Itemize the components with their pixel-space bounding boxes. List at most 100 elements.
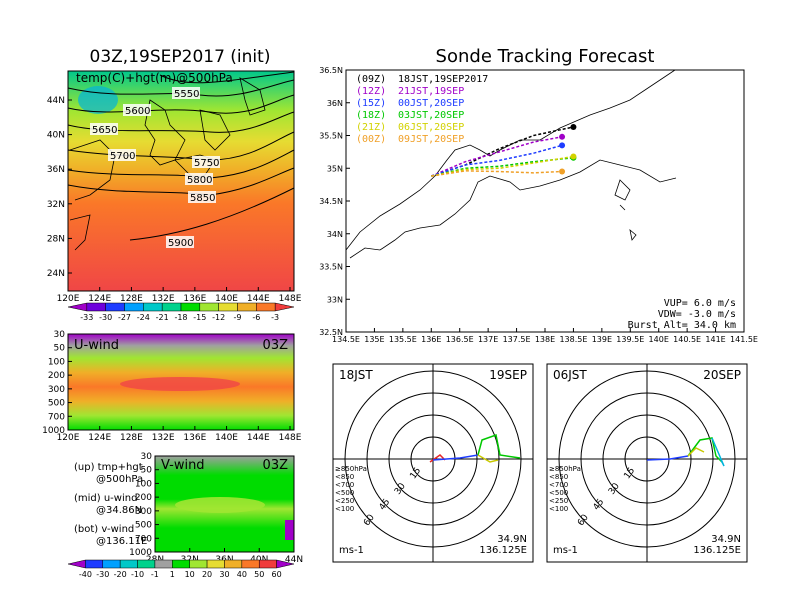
uwind-xlabel-124e: 124E: [88, 433, 111, 443]
uwind-xlabel-120e: 120E: [57, 433, 80, 443]
hodo-level-700: <700: [549, 481, 568, 489]
map500-xlabel-148e: 148E: [279, 294, 302, 304]
track-end-12z-21jst-19sep: [559, 133, 566, 140]
vwind-ylabel-50: 50: [141, 466, 153, 476]
right-title: Sonde Tracking Forecast: [436, 46, 655, 67]
vwind-label: V-wind: [161, 458, 205, 473]
track-ylabel-36n: 36N: [327, 99, 343, 108]
hodo-level-250: <250: [549, 497, 568, 505]
map500-ylabel-32n: 32N: [47, 200, 65, 210]
tempbar-label-12: -12: [212, 313, 225, 322]
track-line-15z-00jst-20sep: [431, 144, 563, 177]
contour-5750: 5750: [194, 158, 219, 169]
hodo-trace-250: [711, 437, 725, 467]
tempbar-label-30: -30: [99, 313, 112, 322]
wind-colorbar: -40 -30 -20 -10 -1 1 10 20 30 40 50 60: [67, 559, 295, 579]
windbar-swatch: [154, 559, 173, 569]
tempbar-label-3: -3: [271, 313, 279, 322]
vwind-y-axis: 30 50 100 200 300 500 700 1000: [129, 452, 159, 558]
note-up-1: (up) tmp+hgt: [74, 462, 143, 473]
uwind-ylabel-700: 700: [48, 412, 65, 422]
tempbar-swatch: [105, 302, 125, 312]
map500-ylabel-28n: 28N: [47, 234, 65, 244]
vwind-ylabel-100: 100: [135, 479, 152, 489]
track-end-09z-18jst-19sep2017: [570, 123, 577, 130]
left-title: 03Z,19SEP2017 (init): [90, 47, 271, 67]
track-xlabel-139-5e: 139.5E: [616, 335, 644, 344]
windbar-swatch: [276, 559, 295, 569]
tempbar-swatch: [274, 302, 295, 312]
vwind-ylabel-200: 200: [135, 493, 152, 503]
hodo-unit: ms-1: [553, 545, 578, 556]
track-xlabel-137-5e: 137.5E: [503, 335, 531, 344]
tempbar-swatch: [218, 302, 238, 312]
note-bot-2: @136.11E: [96, 536, 147, 547]
vwind-time: 03Z: [263, 458, 289, 473]
windbar-swatch: [224, 559, 243, 569]
track-line-21z-06jst-20sep: [431, 155, 574, 177]
track-ylabel-33-5n: 33.5N: [319, 263, 343, 272]
windbar-label-30: 30: [219, 570, 229, 579]
windbar-swatch: [119, 559, 138, 569]
legend-label-09jst-20sep: 09JST,20SEP: [398, 134, 464, 145]
vwind-ylabel-500: 500: [135, 521, 152, 531]
track-y-axis: 36.5N 36N 35.5N 35N 34.5N 34N 33.5N 33N 32.5N: [319, 66, 350, 337]
tempbar-label-18: -18: [174, 313, 187, 322]
uwind-ylabel-30: 30: [54, 330, 66, 340]
map500-xlabel-140e: 140E: [215, 294, 238, 304]
windbar-label-50: 50: [254, 570, 264, 579]
uwind-xlabel-136e: 136E: [183, 433, 206, 443]
track-xlabel-135-5e: 135.5E: [389, 335, 417, 344]
track-xlabel-141-5e: 141.5E: [730, 335, 758, 344]
tempbar-swatch: [237, 302, 257, 312]
windbar-label-10: -10: [131, 570, 144, 579]
windbar-label-60: 60: [272, 570, 282, 579]
track-end-15z-00jst-20sep: [559, 142, 566, 149]
windbar-swatch: [172, 559, 190, 569]
track-ylabel-33n: 33N: [327, 295, 343, 304]
legend-label-21jst-19sep: 21JST,19SEP: [398, 86, 464, 97]
uwind-xlabel-128e: 128E: [120, 433, 143, 443]
hodo-trace-700: [477, 454, 499, 463]
hodo-level-250: <250: [335, 497, 354, 505]
map500-x-axis: 120E 124E 128E 132E 136E 140E 144E 148E: [57, 287, 302, 304]
hodo-lat: 34.9N: [497, 534, 527, 545]
track-ylabel-35n: 35N: [327, 164, 343, 173]
legend-code-12z: (12Z): [356, 86, 386, 97]
track-end-00z-09jst-20sep: [559, 168, 566, 175]
vwind-xlabel-44n: 44N: [285, 555, 303, 565]
legend-code-09z: (09Z): [356, 74, 386, 85]
track-xlabel-140-5e: 140.5E: [673, 335, 701, 344]
uwind-xlabel-148e: 148E: [279, 433, 302, 443]
windbar-swatch: [206, 559, 225, 569]
hodo-trace-100: [432, 454, 479, 461]
panel-notes: (up) tmp+hgt @500hPa (mid) u-wind @34.86…: [74, 462, 147, 547]
track-xlabel-139e: 139E: [592, 335, 612, 344]
hodo-level-100: <100: [335, 505, 354, 513]
map500-xlabel-144e: 144E: [247, 294, 270, 304]
uwind-ylabel-1000: 1000: [42, 426, 65, 436]
hodo-level-500: <500: [335, 489, 354, 497]
legend-code-21z: (21Z): [356, 122, 386, 133]
hodo-lon: 136.125E: [693, 545, 741, 556]
uwind-y-axis: 30 50 100 200 300 500 700 1000: [42, 330, 72, 436]
uwind-ylabel-50: 50: [54, 344, 66, 354]
uwind-time: 03Z: [263, 338, 289, 353]
windbar-swatch: [102, 559, 121, 569]
tempbar-label-9: -9: [234, 313, 242, 322]
contour-5550: 5550: [174, 89, 199, 100]
map500-xlabel-128e: 128E: [120, 294, 143, 304]
contour-5800: 5800: [187, 175, 212, 186]
windbar-label-40: -40: [79, 570, 92, 579]
param-burst: Burst Alt= 34.0 km: [628, 320, 736, 331]
uwind-label: U-wind: [74, 338, 119, 353]
legend-code-00z: (00Z): [356, 134, 386, 145]
uwind-ylabel-300: 300: [48, 385, 65, 395]
uwind-ylabel-200: 200: [48, 371, 65, 381]
map500-xlabel-124e: 124E: [88, 294, 111, 304]
track-x-axis: 134.5E 135E 135.5E 136E 136.5E 137E 137.5E 138E…: [332, 328, 758, 344]
hodo-trace-100: [646, 455, 689, 461]
hodo-trace-500: [477, 434, 521, 459]
windbar-swatch: [85, 559, 104, 569]
